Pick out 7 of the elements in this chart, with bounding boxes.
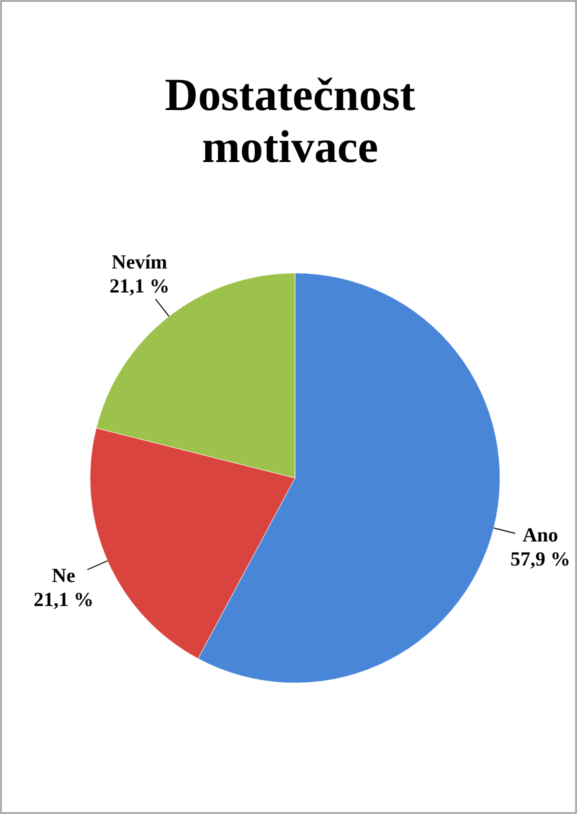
slice-label: Ne <box>52 565 76 588</box>
data-label: 21,1 % <box>34 589 94 612</box>
slice-label: Nevím <box>112 251 168 274</box>
chart-title: Dostatečnost motivace <box>164 69 416 172</box>
slice-label: Ano <box>522 524 558 547</box>
data-label: 21,1 % <box>109 275 170 298</box>
data-label: 57,9 % <box>510 548 570 571</box>
